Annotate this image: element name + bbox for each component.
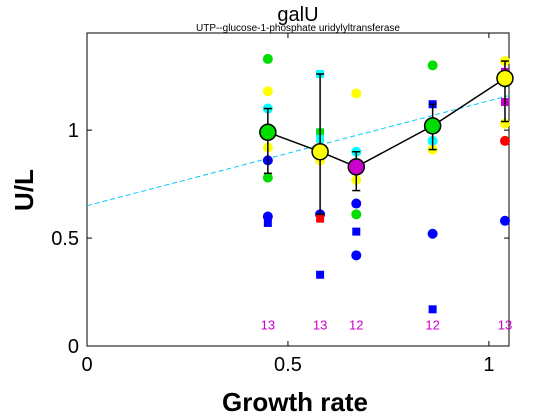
sample-count-label: 12 [349,317,363,332]
mean-marker [423,117,442,135]
mean-marker [311,142,329,161]
x-tick-label: 0.5 [274,354,302,376]
data-point-square [428,305,437,314]
data-point-circle [262,86,273,97]
data-point-circle [499,135,510,146]
data-point-circle [351,250,362,261]
plot-area [86,32,510,347]
data-point-circle [499,215,510,226]
data-point-circle [351,209,362,220]
y-tick-label: 0 [68,336,79,358]
mean-layer [259,60,514,216]
x-axis-label: Growth rate [222,387,368,417]
y-axis-label: U/L [9,169,39,211]
data-point-circle [351,88,362,99]
sample-count-label: 13 [498,317,512,332]
mean-marker [259,123,277,142]
data-point-square [316,214,325,223]
data-point-circle [351,198,362,209]
data-point-circle [262,172,273,183]
x-tick-label: 0 [81,354,92,376]
data-point-circle [427,60,438,71]
sample-count-label: 13 [313,317,327,332]
y-tick-label: 0.5 [51,228,79,250]
data-point-circle [262,53,273,64]
chart-subtitle: UTP--glucose-1-phosphate uridylyltransfe… [196,23,400,34]
fit-line [86,95,510,207]
sample-count-label: 12 [425,317,439,332]
chart-title: galU [277,4,318,26]
y-tick-label: 1 [68,120,79,142]
fit-layer [86,95,510,207]
mean-marker [347,158,366,176]
mean-marker [496,69,514,88]
sample-count-label: 13 [261,317,275,332]
data-point-square [316,270,325,279]
data-point-square [263,218,272,227]
axis-layer: 0 0.5 1 0 0.5 1 [51,33,509,376]
count-layer: 13 13 12 12 13 [261,317,513,332]
data-point-circle [427,228,438,239]
x-tick-label: 1 [483,354,494,376]
data-point-square [352,227,361,236]
